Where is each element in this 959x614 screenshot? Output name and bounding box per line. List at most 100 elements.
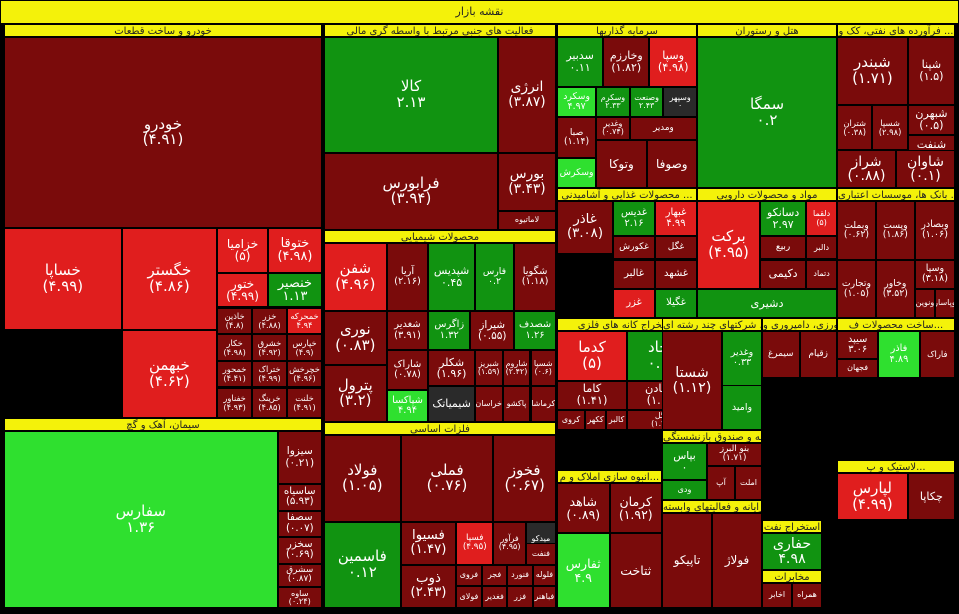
stock-tile[interactable]: فسیوا (۱.۴۷)	[400, 521, 457, 565]
stock-tile[interactable]: پترول (۳.۲)	[324, 364, 387, 422]
stock-tile[interactable]: شراز (۰.۸۸)	[837, 150, 896, 189]
stock-tile[interactable]: کالا ۲.۱۳	[324, 37, 498, 153]
stock-tile[interactable]: کاما (۱.۴۱)	[557, 380, 627, 411]
stock-tile[interactable]: فرآور (۴.۹۵)	[493, 521, 526, 565]
stock-tile[interactable]: خکار (۴.۹۸)	[217, 334, 253, 361]
stock-tile[interactable]: وغدیر (۰.۷۴)	[596, 117, 630, 140]
stock-tile[interactable]: غاذر (۳.۰۸)	[557, 201, 613, 254]
stock-tile[interactable]: خشرق (۴.۹۲)	[252, 334, 287, 361]
stock-tile[interactable]: فلوله	[532, 564, 556, 587]
stock-tile[interactable]: فزر	[507, 586, 533, 608]
stock-tile[interactable]: شاهد (۰.۸۹)	[557, 483, 610, 533]
stock-tile[interactable]: شصدف ۱.۲۶	[514, 311, 556, 351]
stock-tile[interactable]: وسکرش	[557, 157, 597, 188]
stock-tile[interactable]: وصنعت ۲.۴۳	[629, 86, 664, 117]
stock-tile[interactable]: خبهمن (۴.۶۲)	[121, 330, 218, 418]
stock-tile[interactable]: ساسیاه (۵.۹۳)	[277, 484, 322, 511]
stock-tile[interactable]: شبندر (۱.۷۱)	[837, 37, 908, 105]
stock-tile[interactable]: آریا (۲.۱۶)	[386, 243, 429, 311]
stock-tile[interactable]: همراه	[792, 583, 822, 608]
stock-tile[interactable]: سیزوا (۰.۲۱)	[277, 431, 322, 485]
stock-tile[interactable]: وبملت (۰.۶۲)	[837, 201, 876, 260]
stock-tile[interactable]: وسکرد ۴.۹۷	[557, 86, 597, 117]
stock-tile[interactable]: خنصیر ۱.۱۳	[267, 273, 322, 308]
stock-tile[interactable]: ثفارس ۴.۹	[557, 533, 610, 608]
stock-tile[interactable]: شکلر (۱.۹۶)	[428, 350, 475, 387]
stock-tile[interactable]: خساپا (۴.۹۹)	[4, 227, 122, 331]
stock-tile[interactable]: خفناور (۴.۹۳)	[217, 387, 253, 418]
stock-tile[interactable]: وپاسار	[934, 288, 955, 319]
stock-tile[interactable]: صبا (۱.۱۴)	[557, 117, 597, 158]
stock-tile[interactable]: فملی (۰.۷۶)	[400, 435, 494, 522]
stock-tile[interactable]: سشرق (۰.۸۷)	[277, 563, 322, 587]
stock-tile[interactable]: دکیمی	[760, 259, 807, 289]
stock-tile[interactable]: دلقما (۵)	[806, 201, 837, 237]
stock-tile[interactable]: فولاژ	[712, 513, 762, 608]
stock-tile[interactable]: بنو البرز (۱.۷۱)	[707, 443, 762, 466]
stock-tile[interactable]: انرژی (۳.۸۷)	[498, 37, 556, 153]
stock-tile[interactable]: نوری (۰.۸۳)	[324, 311, 387, 365]
stock-tile[interactable]: فباهنر	[532, 586, 556, 608]
stock-tile[interactable]: خراسان	[474, 386, 503, 422]
stock-tile[interactable]: غگل	[655, 236, 697, 260]
stock-tile[interactable]: دسانکو ۲.۹۷	[760, 201, 807, 237]
stock-tile[interactable]: شپاکسا ۴.۹۴	[386, 389, 429, 422]
stock-tile[interactable]: کدما (۵)	[557, 331, 627, 381]
stock-tile[interactable]: شگویا (۱.۱۸)	[514, 243, 556, 311]
stock-tile[interactable]: وبصادر (۱.۰۶)	[914, 201, 955, 260]
stock-tile[interactable]: وپست (۱.۸۶)	[875, 201, 915, 260]
stock-tile[interactable]: کالبر	[606, 410, 627, 430]
stock-tile[interactable]: کرماشا	[530, 386, 556, 422]
stock-tile[interactable]: فجر	[481, 564, 508, 587]
stock-tile[interactable]: ساوه (۰.۲۴)	[277, 586, 322, 608]
stock-tile[interactable]: فاسمین ۰.۱۲	[324, 521, 401, 608]
stock-tile[interactable]: سفارس ۱.۳۶	[4, 431, 278, 608]
stock-tile[interactable]: برکت (۴.۹۵)	[697, 201, 760, 289]
stock-tile[interactable]: سدبیر ۰.۱۱	[557, 37, 604, 87]
stock-tile[interactable]: غکورش	[613, 236, 655, 260]
stock-tile[interactable]: شسپا (۰.۶)	[530, 350, 556, 387]
stock-tile[interactable]: شستا (۱.۱۲)	[662, 331, 722, 430]
stock-tile[interactable]: شبهرن (۰.۵)	[907, 105, 955, 136]
stock-tile[interactable]: فاراک	[919, 331, 955, 378]
stock-tile[interactable]: خمحور (۴.۴۱)	[217, 360, 253, 388]
stock-tile[interactable]: ککهر	[585, 410, 606, 430]
stock-tile[interactable]: فاذر ۴.۸۹	[878, 331, 920, 378]
stock-tile[interactable]: وتجارت (۱.۰۵)	[837, 259, 876, 318]
stock-tile[interactable]: چکاپا	[907, 473, 955, 520]
stock-tile[interactable]: ذوب (۲.۴۳)	[400, 564, 457, 609]
stock-tile[interactable]: شسپا (۲.۹۸)	[872, 105, 908, 151]
stock-tile[interactable]: وصوفا	[646, 139, 697, 188]
stock-tile[interactable]: زاگرس ۱.۳۲	[428, 311, 471, 351]
stock-tile[interactable]: خزر (۴.۸۸)	[252, 307, 287, 335]
stock-tile[interactable]: ومدیر	[629, 117, 697, 140]
stock-tile[interactable]: لپارس (۴.۹۹)	[837, 473, 908, 520]
stock-tile[interactable]: شاوان (۰.۱)	[896, 150, 955, 189]
stock-tile[interactable]: سیمرغ	[762, 331, 800, 378]
stock-tile[interactable]: لاماتیوه	[498, 210, 556, 230]
stock-tile[interactable]: بورس (۳.۴۳)	[498, 152, 556, 211]
stock-tile[interactable]: ثتاخت	[609, 533, 662, 608]
stock-tile[interactable]: املت	[735, 465, 762, 500]
stock-tile[interactable]: شپدیس ۰.۴۵	[428, 243, 475, 311]
stock-tile[interactable]: غالبر	[613, 259, 655, 289]
stock-tile[interactable]: وسپهر ۰	[663, 86, 697, 117]
stock-tile[interactable]: آپ	[707, 465, 735, 500]
stock-tile[interactable]: دشیری	[697, 288, 837, 319]
stock-tile[interactable]: غبهار ۴.۹۹	[655, 201, 697, 237]
stock-tile[interactable]: ختراک (۴.۹۹)	[252, 360, 287, 388]
stock-tile[interactable]: وسپا (۳.۱۸)	[914, 259, 955, 289]
stock-tile[interactable]: شتران (۰.۳۸)	[837, 105, 873, 151]
stock-tile[interactable]: ودی	[662, 480, 707, 500]
stock-tile[interactable]: سیپد ۳.۰۶	[837, 331, 879, 360]
stock-tile[interactable]: وتوکا	[596, 139, 647, 188]
stock-tile[interactable]: شپنا (۱.۵)	[907, 37, 955, 105]
stock-tile[interactable]: وغدیر ۰.۳۳	[722, 331, 762, 386]
stock-tile[interactable]: غدیس ۲.۱۶	[613, 201, 655, 237]
stock-tile[interactable]: شفن (۴.۹۶)	[324, 243, 387, 311]
stock-tile[interactable]: خرینگ (۴.۸۵)	[252, 387, 287, 418]
stock-tile[interactable]: کروی	[557, 410, 585, 430]
stock-tile[interactable]: فجهان	[837, 359, 879, 378]
stock-tile[interactable]: دتماد	[806, 259, 837, 289]
stock-tile[interactable]: فولاد (۱.۰۵)	[324, 435, 401, 522]
